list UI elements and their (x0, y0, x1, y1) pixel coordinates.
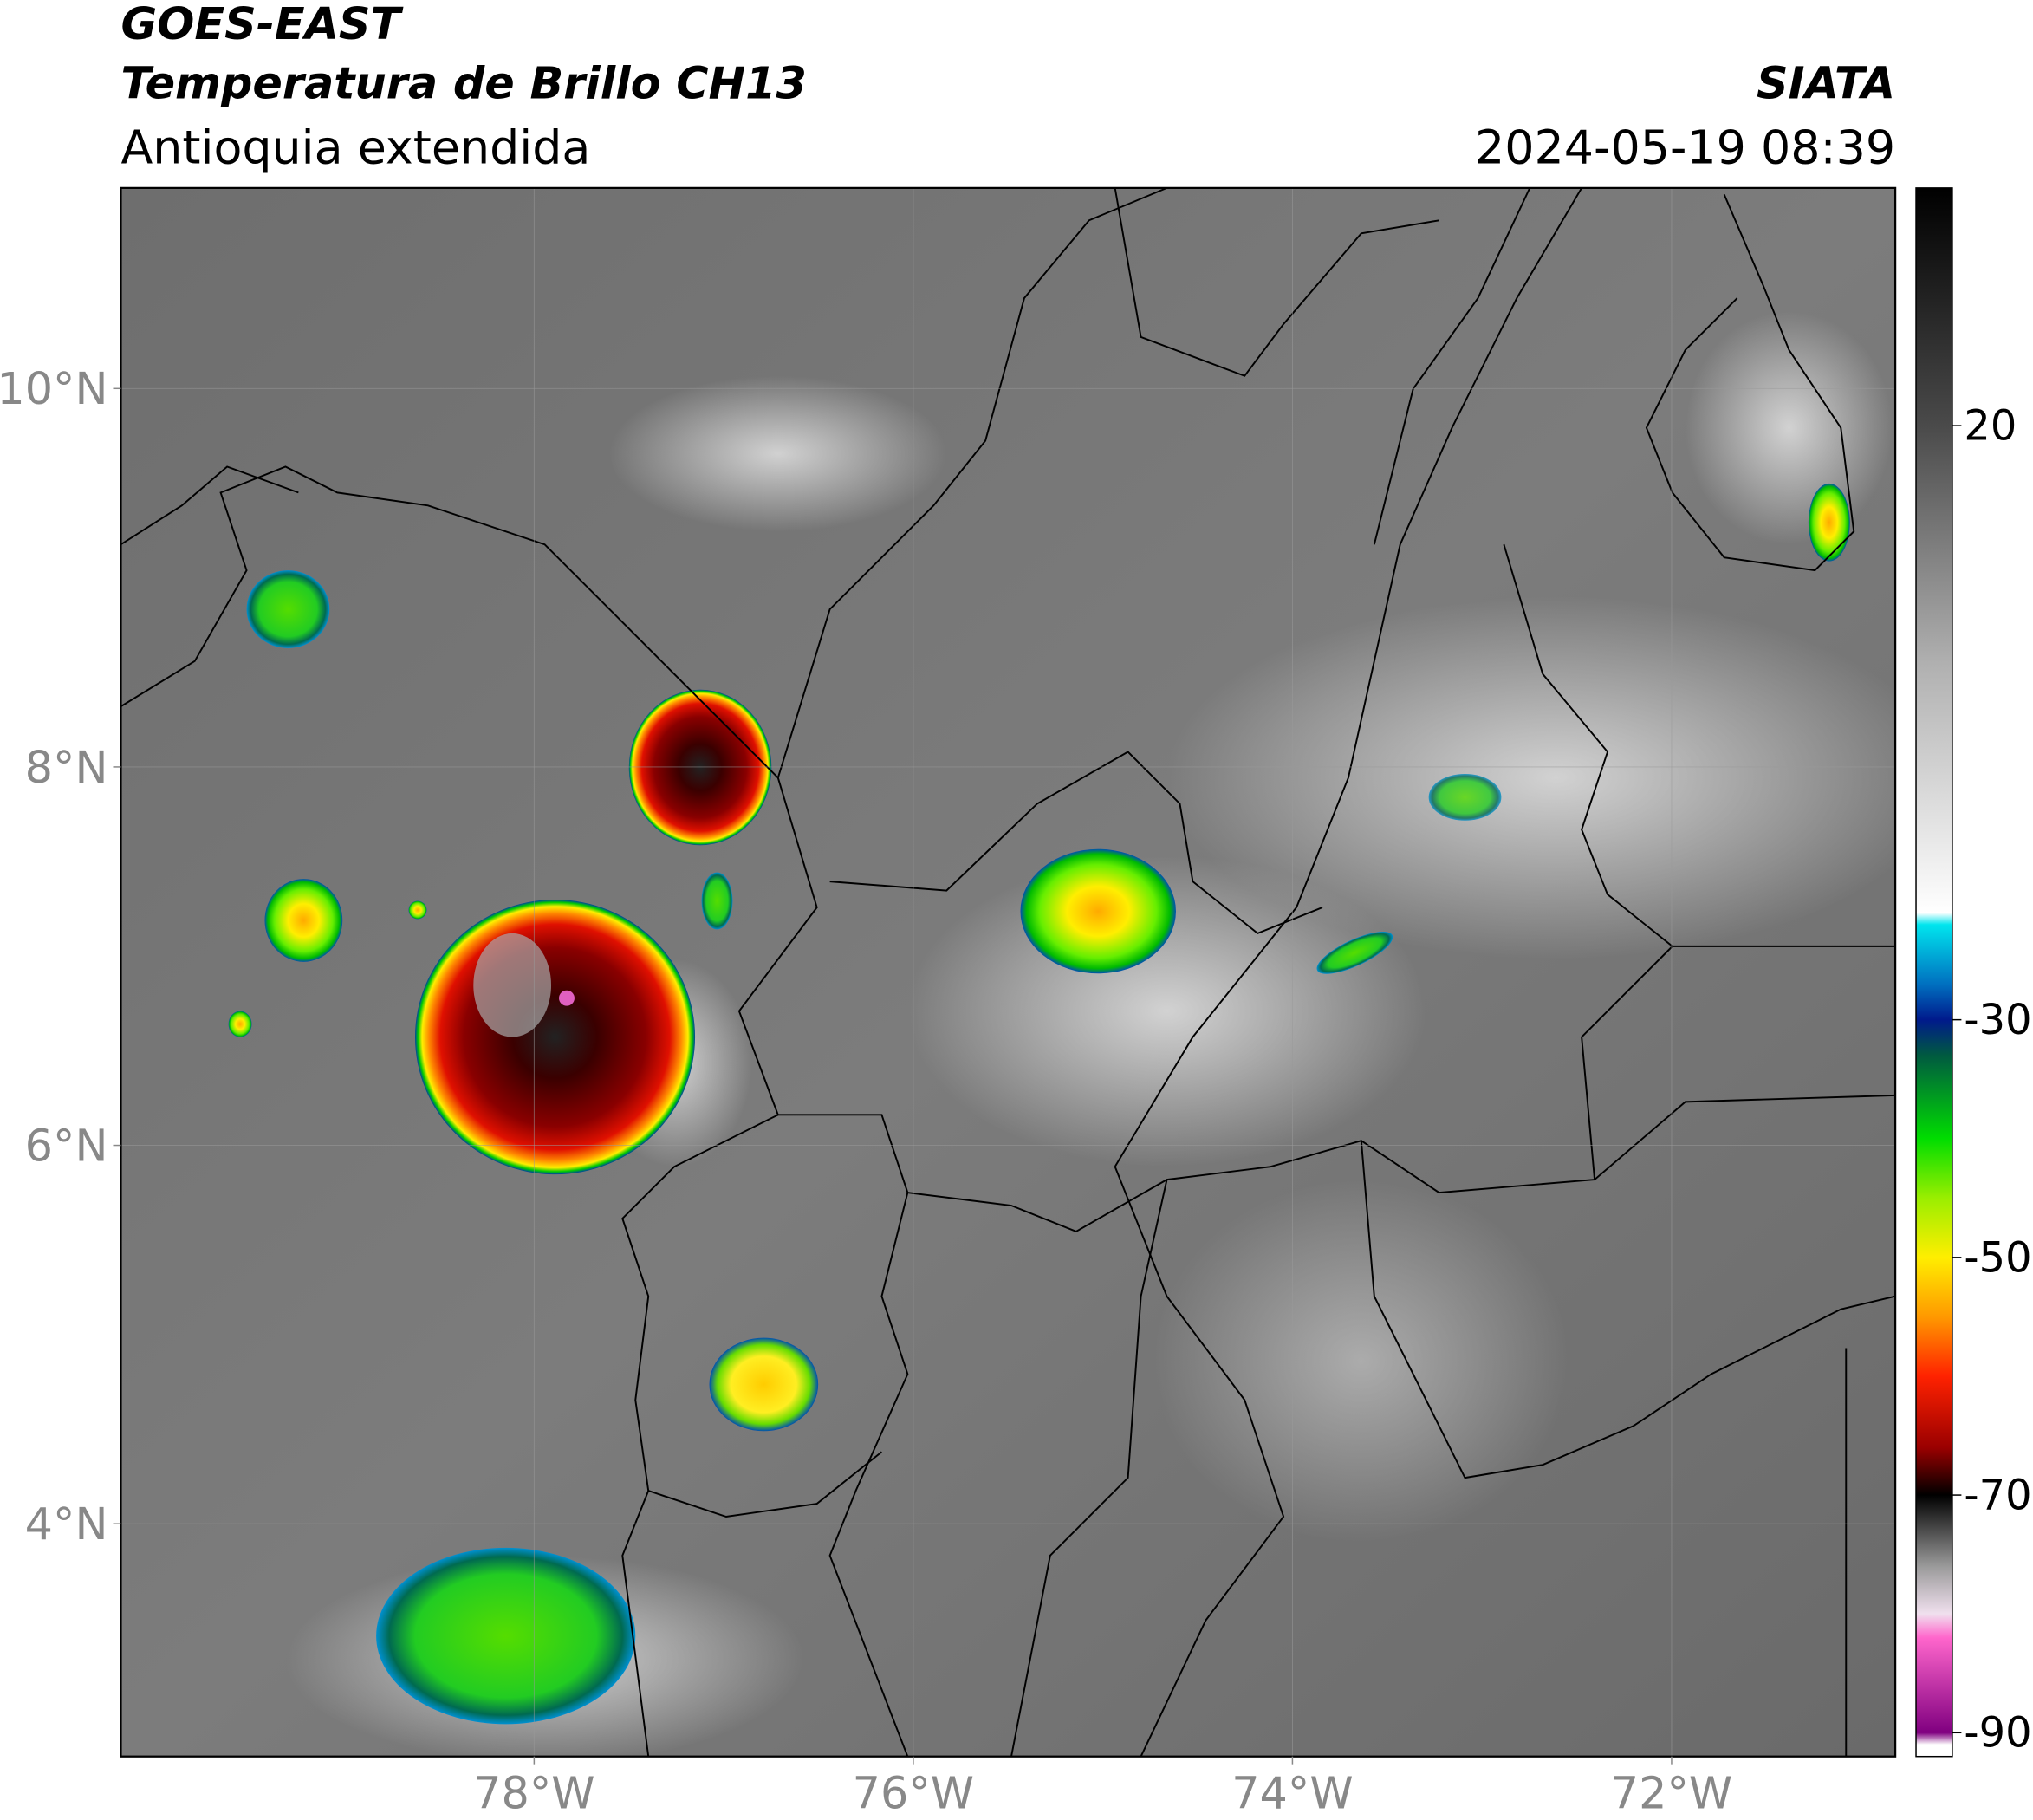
storm (1808, 483, 1850, 562)
colorbar-tick-label: -90 (1964, 1710, 2031, 1758)
source: SIATA (1757, 58, 1895, 109)
lat-tick-label: 10°N (0, 363, 107, 414)
borders (120, 187, 1896, 1757)
subtitle: Antioquia extendida (120, 120, 590, 174)
map-ticks: 78°W 76°W 74°W 72°W 10°N 8°N 6°N 4°N (0, 363, 1732, 1818)
colorbar-tick-label: -50 (1964, 1234, 2031, 1282)
lon-tick-label: 78°W (473, 1768, 594, 1819)
map-frame (120, 186, 1897, 1758)
colorbar-tick-label: -70 (1964, 1472, 2031, 1520)
datetime: 2024-05-19 08:39 (1475, 120, 1895, 174)
storm (1020, 848, 1176, 974)
lat-tick-label: 8°N (25, 742, 108, 793)
storm (414, 900, 696, 1175)
map (120, 187, 1896, 1757)
lon-tick-label: 72°W (1611, 1768, 1732, 1819)
title-line2: Temperatura de Brillo CH13 (120, 58, 806, 109)
storm (376, 1547, 636, 1725)
storm (246, 570, 330, 648)
storm (628, 689, 772, 846)
lat-tick-label: 6°N (25, 1121, 108, 1172)
storm (264, 879, 343, 962)
colorbar-tick-label: 20 (1964, 403, 2017, 451)
colorbar-tick-label: -30 (1964, 997, 2031, 1044)
lon-tick-label: 76°W (853, 1768, 974, 1819)
storm (709, 1337, 819, 1432)
lon-tick-label: 74°W (1231, 1768, 1353, 1819)
colorbar-fill (1915, 187, 1953, 1758)
graticule (120, 187, 1896, 1757)
colorbar: 20 -30 -50 -70 -90 (1915, 187, 2032, 1758)
title-line1: GOES-EAST (120, 0, 404, 49)
lat-tick-label: 4°N (25, 1498, 108, 1550)
storms (228, 483, 1850, 1725)
